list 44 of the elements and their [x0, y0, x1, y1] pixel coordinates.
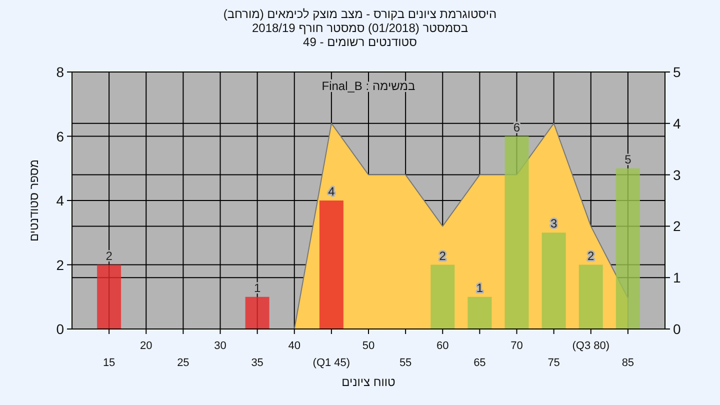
x-tick-label: 85 [622, 357, 634, 369]
bar [430, 264, 455, 329]
y2-tick-label: 0 [673, 321, 681, 337]
x-tick-label: 40 [288, 340, 300, 352]
x-tick-label: (Q3 80) [572, 340, 610, 352]
bar [504, 136, 529, 329]
data-label: 2 [588, 248, 595, 263]
x-tick-label: (Q1 45) [312, 357, 350, 369]
x-tick-label: 60 [436, 340, 449, 352]
data-label: 1 [476, 280, 484, 295]
chart-title: היסטוגרמת ציונים בקורס - מצב מוצק לכימאים (מורחב) [223, 7, 497, 21]
x-tick-label: 55 [399, 357, 412, 369]
x-tick-label: 30 [214, 340, 226, 352]
y2-tick-label: 2 [673, 218, 681, 234]
x-tick-label: 20 [140, 340, 152, 352]
x-axis-title: טווח ציונים [342, 375, 396, 389]
y2-tick-label: 4 [673, 115, 681, 132]
x-tick-label: 25 [177, 357, 190, 369]
x-tick-label: 70 [510, 340, 523, 352]
data-label: 4 [328, 184, 336, 198]
bar [319, 200, 344, 329]
y-tick-label: 4 [56, 192, 64, 208]
x-tick-label: 15 [102, 357, 116, 369]
x-tick-label: 65 [474, 357, 486, 369]
x-tick-label: 35 [251, 357, 264, 369]
bar [468, 296, 492, 329]
bar [97, 264, 122, 329]
bar [542, 232, 566, 329]
y-tick-label: 6 [56, 128, 64, 144]
y2-tick-label: 3 [673, 166, 681, 183]
data-label: 3 [550, 216, 558, 231]
y-tick-label: 2 [56, 256, 64, 273]
bar [578, 264, 603, 329]
y-axis-title: מספר סטודנטים [27, 159, 41, 242]
x-tick-label: 50 [362, 340, 375, 352]
chart-subtitle: בסמסטר (01/2018) סמסטר חורף 2018/19 סטודנטים רשומים - 49 [252, 21, 468, 49]
y2-tick-label: 1 [673, 270, 681, 286]
bar [245, 296, 270, 329]
y-tick-label: 8 [56, 64, 64, 80]
y-tick-label: 0 [56, 321, 64, 337]
y2-tick-label: 5 [673, 64, 681, 80]
bar [616, 168, 640, 329]
x-tick-label: 75 [548, 357, 560, 369]
data-label: 2 [439, 248, 446, 263]
